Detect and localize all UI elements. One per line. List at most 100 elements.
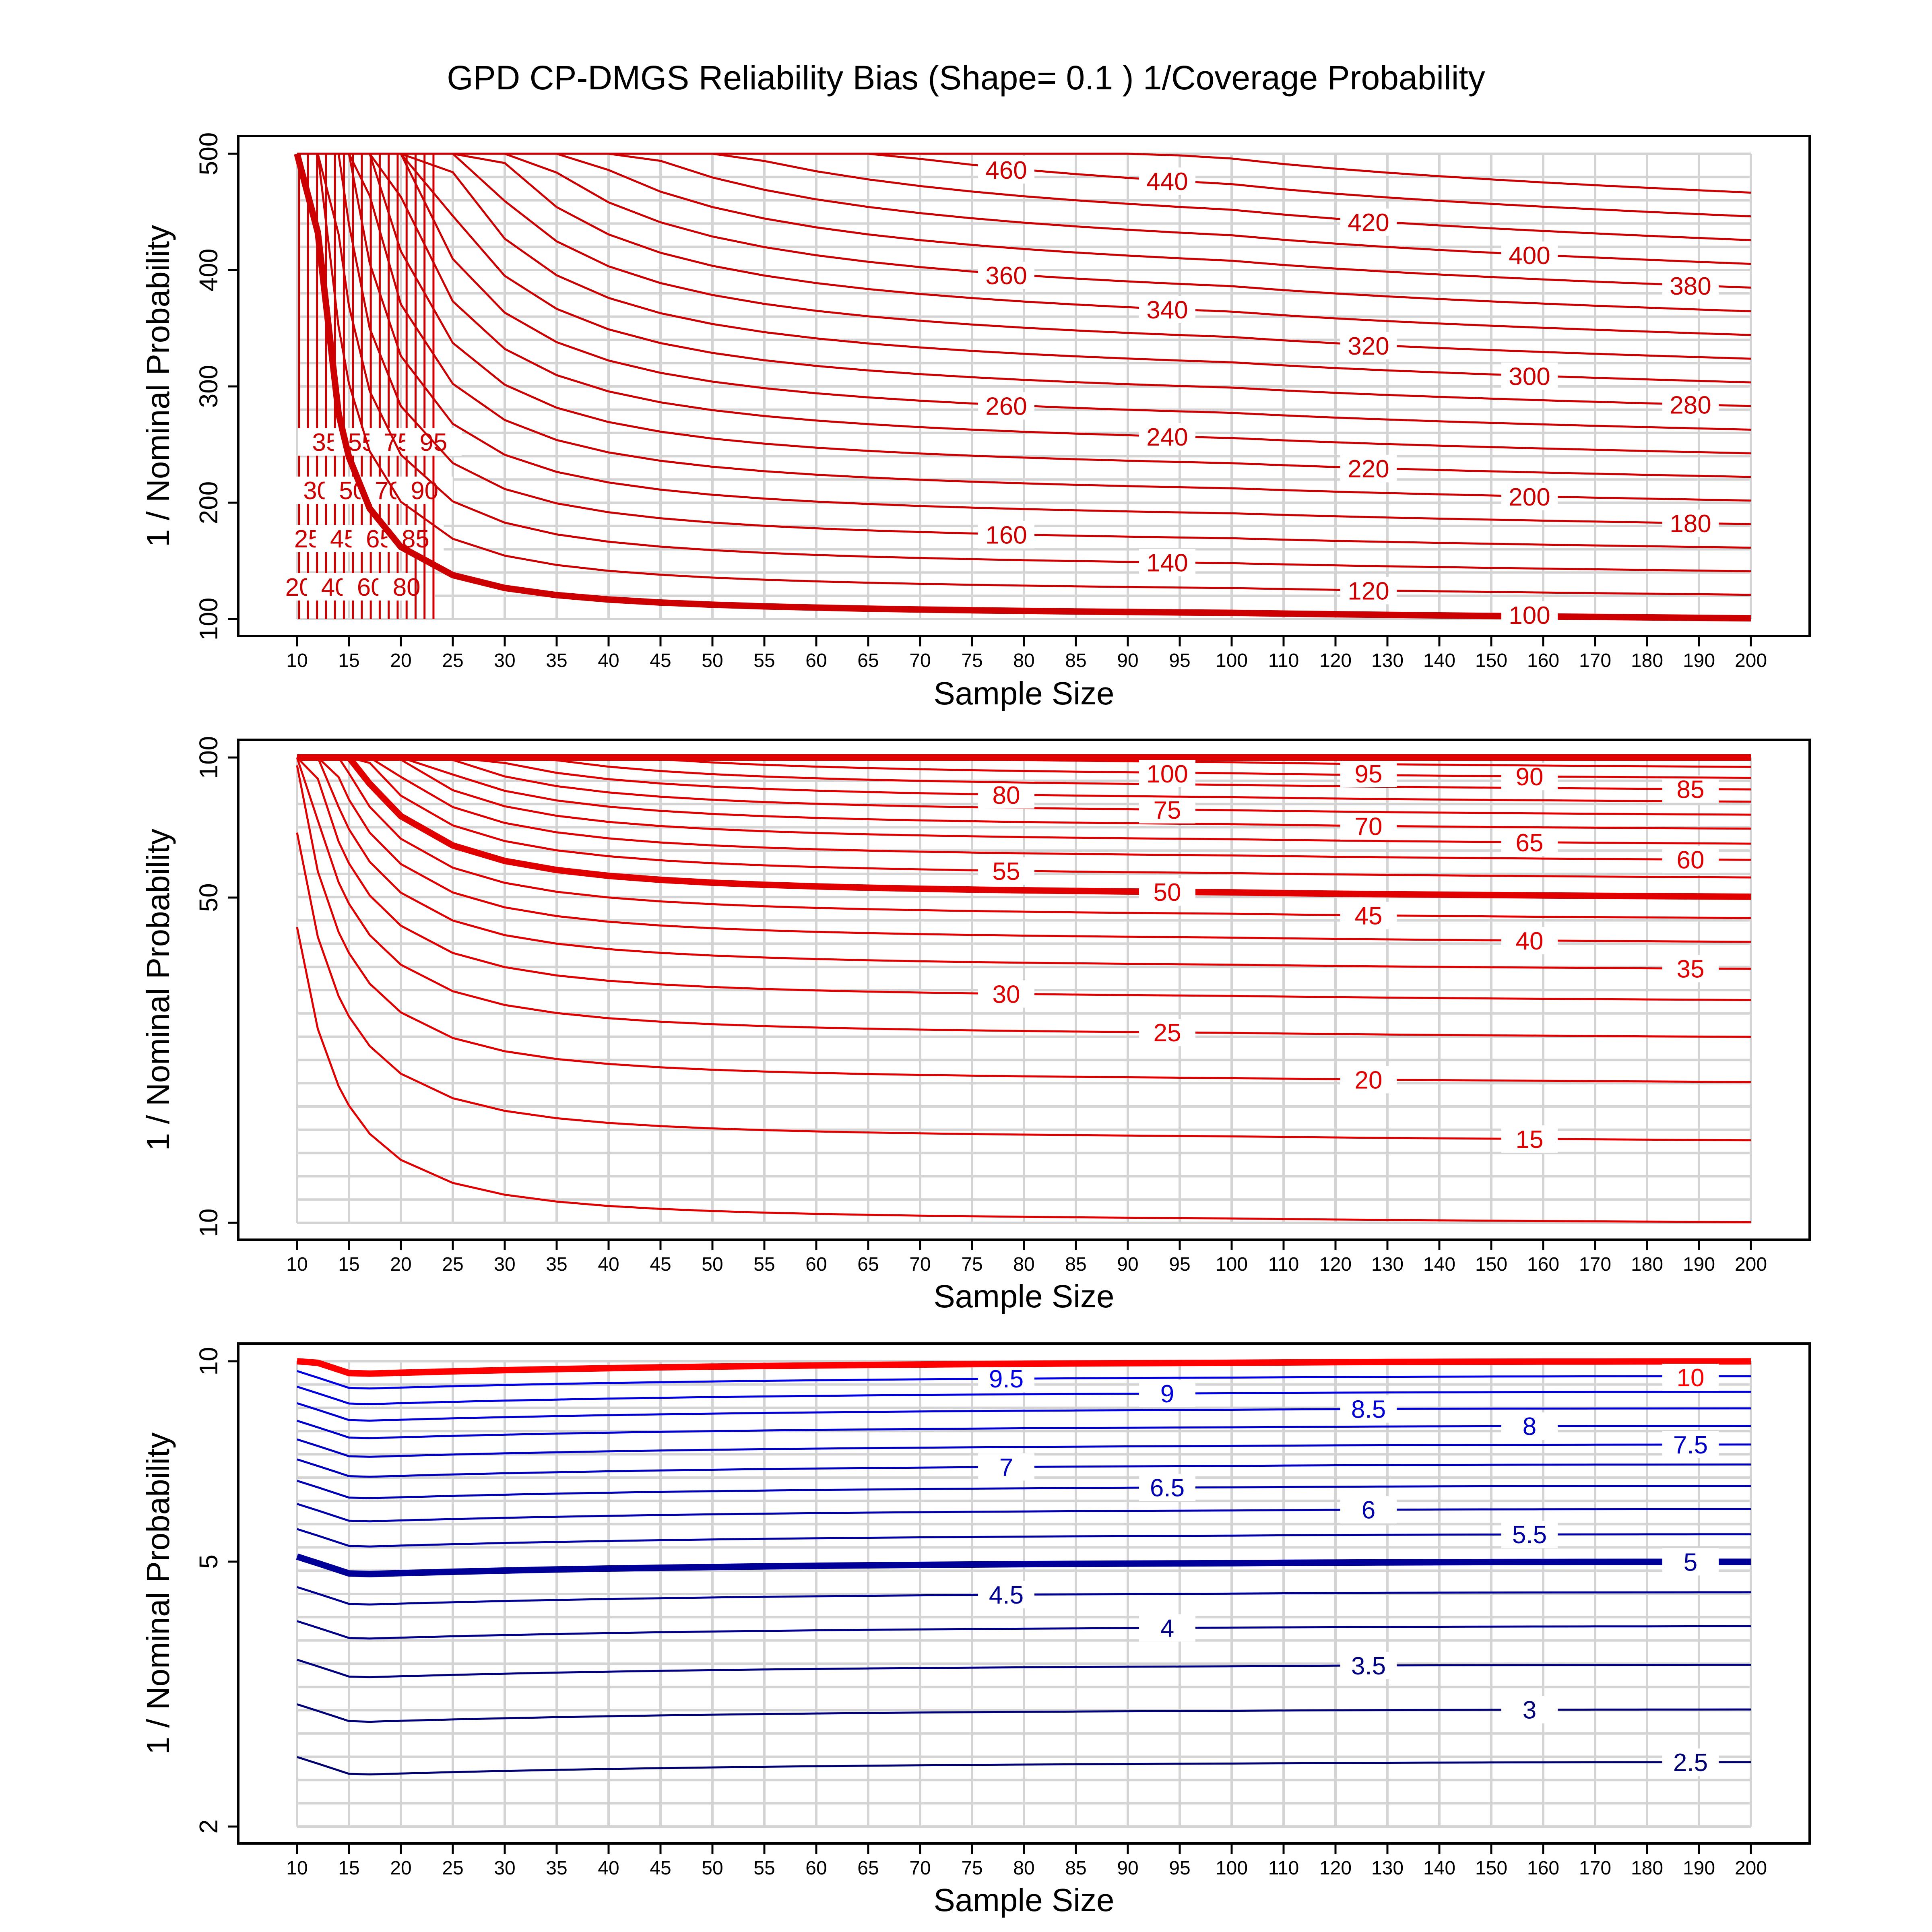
x-tick-label: 110 [1268,650,1299,671]
y-tick-label: 500 [194,132,223,175]
contour-label-260: 260 [985,392,1027,420]
x-tick-label: 150 [1475,1858,1507,1879]
contour-line-2-5 [297,1756,1751,1776]
contour-line-160 [297,153,1751,549]
contour-label-6: 6 [1362,1496,1375,1524]
contour-label-bg [1501,362,1558,390]
x-tick-label: 170 [1579,650,1611,671]
contour-label-bg [1139,549,1195,576]
x-tick-label: 130 [1371,1254,1404,1275]
contour-label-95: 95 [1355,760,1383,788]
contour-label-8: 8 [1523,1413,1536,1441]
contour-line-50 [297,754,1751,900]
contour-line-180 [297,153,1751,525]
y-tick-label: 100 [194,598,223,641]
x-tick-label: 25 [442,1858,463,1879]
x-tick-label: 50 [702,650,723,671]
x-tick-label: 60 [805,1254,827,1275]
contour-label-bg [1139,423,1195,450]
contour-label-90: 90 [1516,763,1544,791]
x-tick-label: 190 [1683,1254,1715,1275]
x-axis: 10 15 20 25 30 35 40 45 50 55 60 65 70 75 80 85 90 95 100 1… [286,1240,1767,1314]
panel-top: 20 25 30 35 40 45 50 55 60 65 70 75 80 85 90 95 100 120 14… [140,132,1811,711]
contour-line-55 [297,756,1751,879]
contour-label-7-5: 7.5 [1673,1431,1708,1459]
contour-label-bg [1340,455,1397,483]
contour-line-5 [296,1553,1751,1577]
x-tick-label: 70 [909,650,931,671]
contour-line-9-5 [297,1370,1751,1390]
contour-label-440: 440 [1146,168,1188,196]
contour-label-65: 65 [1516,829,1544,857]
contour-label-340: 340 [1146,296,1188,324]
y-axis: 100 200 300 400 500 1 / Nominal Probability [140,132,238,641]
contour-label-75: 75 [1154,797,1181,824]
x-tick-label: 40 [598,1858,619,1879]
contour-label-bg [1662,775,1719,803]
x-tick-label: 20 [390,1254,411,1275]
contour-label-300: 300 [1509,363,1550,391]
contour-label-bg [1139,295,1195,323]
contour-label-35: 35 [1677,955,1705,983]
contour-line-220 [297,153,1751,478]
contour-label-bg [1139,760,1195,787]
contour-label-bg [1501,242,1558,269]
contour-label-160: 160 [985,521,1027,549]
x-tick-label: 40 [598,650,619,671]
contour-line-25 [296,757,1751,1038]
x-tick-label: 15 [338,1858,359,1879]
x-tick-label: 60 [805,650,827,671]
contour-line-35 [297,756,1751,970]
contour-label-420: 420 [1348,209,1389,237]
contour-line-7-5 [297,1438,1751,1458]
y-axis: 2 5 10 1 / Nominal Probability [140,1347,238,1834]
contours: 2.5 3 3.5 4 4.5 5 5.5 6 6.5 7 7.5 8 8.5 9 9.5 10 [296,1358,1751,1777]
x-tick-label: 85 [1065,1858,1086,1879]
contour-label-280: 280 [1670,391,1711,419]
x-tick-label: 35 [546,1254,567,1275]
contour-line-10 [297,1358,1751,1377]
x-tick-label: 30 [494,1858,515,1879]
x-tick-label: 180 [1631,1254,1663,1275]
contour-line-280 [297,153,1751,407]
contour-label-140: 140 [1146,549,1188,577]
y-axis-title: 1 / Nominal Probability [140,829,176,1151]
contour-label-5: 5 [1684,1548,1697,1576]
x-tick-label: 170 [1579,1254,1611,1275]
contour-label-15: 15 [1516,1126,1544,1154]
x-tick-label: 190 [1683,1858,1715,1879]
y-tick-label: 300 [194,365,223,408]
contour-label-60: 60 [1677,846,1705,874]
contour-line-8 [297,1420,1751,1439]
contour-label-bg [1139,878,1195,906]
x-tick-label: 140 [1423,1858,1455,1879]
contour-line-4-5 [297,1586,1751,1606]
x-tick-label: 65 [857,650,879,671]
contour-label-bg [1340,577,1397,605]
y-axis-title: 1 / Nominal Probability [140,1432,176,1754]
x-tick-label: 170 [1579,1858,1611,1879]
contour-label-100: 100 [1509,602,1550,630]
contour-label-bg [1340,1496,1397,1523]
x-tick-label: 75 [961,1858,983,1879]
contour-label-2-5: 2.5 [1673,1749,1708,1777]
contour-label-360: 360 [985,262,1027,290]
panel-bottom: 2.5 3 3.5 4 4.5 5 5.5 6 6.5 7 7.5 8 8.5 9 9.5 10 10 15 20 2… [140,1342,1811,1918]
contour-label-bg [1501,1125,1558,1153]
contour-label-220: 220 [1348,455,1389,483]
x-tick-label: 180 [1631,1858,1663,1879]
contour-label-100: 100 [1146,760,1188,788]
contour-label-bg [1139,167,1195,195]
y-tick-label: 5 [194,1554,223,1569]
x-tick-label: 160 [1527,1858,1559,1879]
contour-label-30: 30 [993,981,1020,1009]
contour-line-140 [297,153,1751,572]
x-tick-label: 35 [546,650,567,671]
contour-label-bg [1139,1019,1195,1046]
x-tick-label: 90 [1117,1858,1138,1879]
contour-label-bg [1501,763,1558,791]
contour-label-25: 25 [1154,1019,1181,1047]
contour-label-460: 460 [985,157,1027,184]
x-tick-label: 95 [1169,1254,1190,1275]
contour-label-bg [1340,332,1397,359]
